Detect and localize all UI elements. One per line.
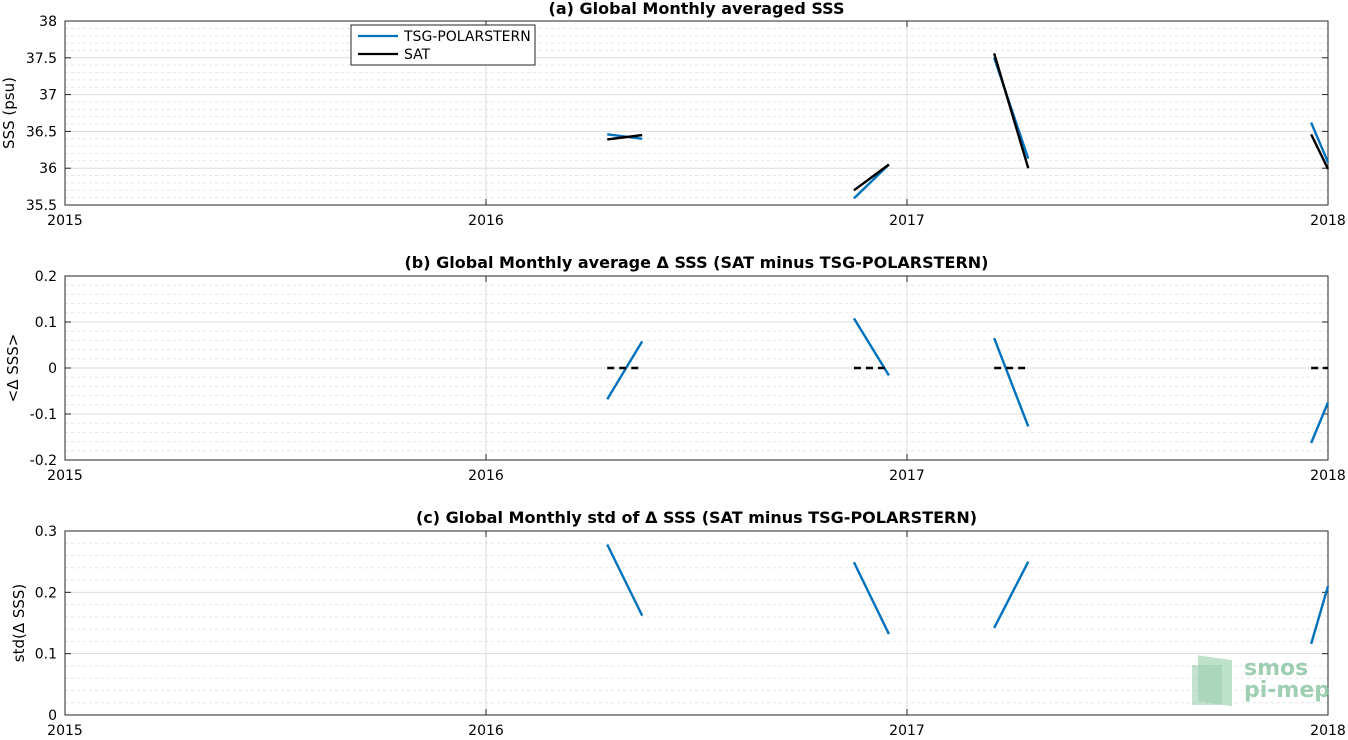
x-tick-label: 2018: [1310, 468, 1346, 484]
x-tick-label: 2018: [1310, 723, 1346, 736]
y-tick-label: 36: [39, 161, 57, 177]
panel-2: 0 0.1 0.2 0.3 2015 2016 2017 2018 (c) Global Mon…: [10, 508, 1346, 739]
y-tick-label: 38: [39, 14, 57, 30]
y-tick-label: 0: [48, 708, 57, 724]
series-1-segment: [992, 53, 1030, 169]
x-tick-label: 2016: [468, 213, 504, 229]
logo-text-smos: smos: [1244, 656, 1308, 681]
series-0-segment: [606, 340, 644, 400]
series-0-segment: [1310, 585, 1330, 645]
x-tick-label: 2015: [47, 723, 83, 736]
x-tick-label: 2016: [468, 723, 504, 736]
y-tick-label: 37.5: [26, 51, 57, 67]
legend-label-sat: SAT: [404, 47, 431, 63]
axes-box: [64, 530, 1329, 716]
series-1-segment: [1310, 133, 1330, 170]
y-tick-label: -0.2: [30, 453, 57, 469]
y-tick-label: -0.1: [30, 407, 57, 423]
series-1-segment: [853, 163, 890, 192]
logo-text-pi-mep: pi-mep: [1244, 678, 1330, 703]
series-0-segment: [993, 337, 1030, 427]
x-tick-label: 2015: [47, 468, 83, 484]
axes-box: [64, 20, 1329, 206]
legend-label-tsg: TSG-POLARSTERN: [403, 29, 531, 45]
y-axis-label: SSS (psu): [0, 77, 18, 149]
y-axis-label: std(Δ SSS): [10, 584, 28, 663]
y-tick-label: 0.1: [35, 647, 57, 663]
x-tick-label: 2017: [889, 213, 925, 229]
y-tick-label: 0.2: [35, 269, 57, 285]
panel-0: 35.5 36 36.5 37 37.5 38 2015 2016 2017 2018 (a) Gl…: [0, 0, 1346, 229]
panel-1: -0.2 -0.1 0 0.1 0.2 2015 2016 2017 2018 (b) Globa…: [4, 253, 1346, 484]
legend-box: [350, 24, 536, 66]
x-tick-label: 2017: [889, 723, 925, 736]
y-tick-label: 37: [39, 88, 57, 104]
series-0-segment: [852, 561, 890, 635]
series-0-segment: [1310, 122, 1330, 163]
chart-title: (a) Global Monthly averaged SSS: [549, 0, 845, 18]
y-tick-label: 35.5: [26, 198, 57, 214]
series-0-segment: [1310, 402, 1330, 444]
x-tick-label: 2015: [47, 213, 83, 229]
y-axis-label: <Δ SSS>: [4, 334, 22, 403]
x-tick-label: 2018: [1310, 213, 1346, 229]
y-tick-label: 36.5: [26, 124, 57, 140]
chart-title: (b) Global Monthly average Δ SSS (SAT mi…: [404, 253, 988, 272]
y-tick-label: 0.1: [35, 315, 57, 331]
x-tick-label: 2017: [889, 468, 925, 484]
chart-title: (c) Global Monthly std of Δ SSS (SAT min…: [416, 508, 977, 527]
series-0-segment: [606, 543, 644, 617]
y-tick-label: 0.2: [35, 585, 57, 601]
series-0-segment: [852, 317, 890, 376]
y-tick-label: 0: [48, 361, 57, 377]
y-tick-label: 0.3: [35, 524, 57, 540]
x-tick-label: 2016: [468, 468, 504, 484]
series-0-segment: [993, 561, 1030, 629]
series-1-segment: [607, 133, 643, 141]
legend: TSG-POLARSTERN SAT: [350, 24, 536, 66]
smos-pi-mep-logo: smos pi-mep: [1192, 655, 1330, 707]
